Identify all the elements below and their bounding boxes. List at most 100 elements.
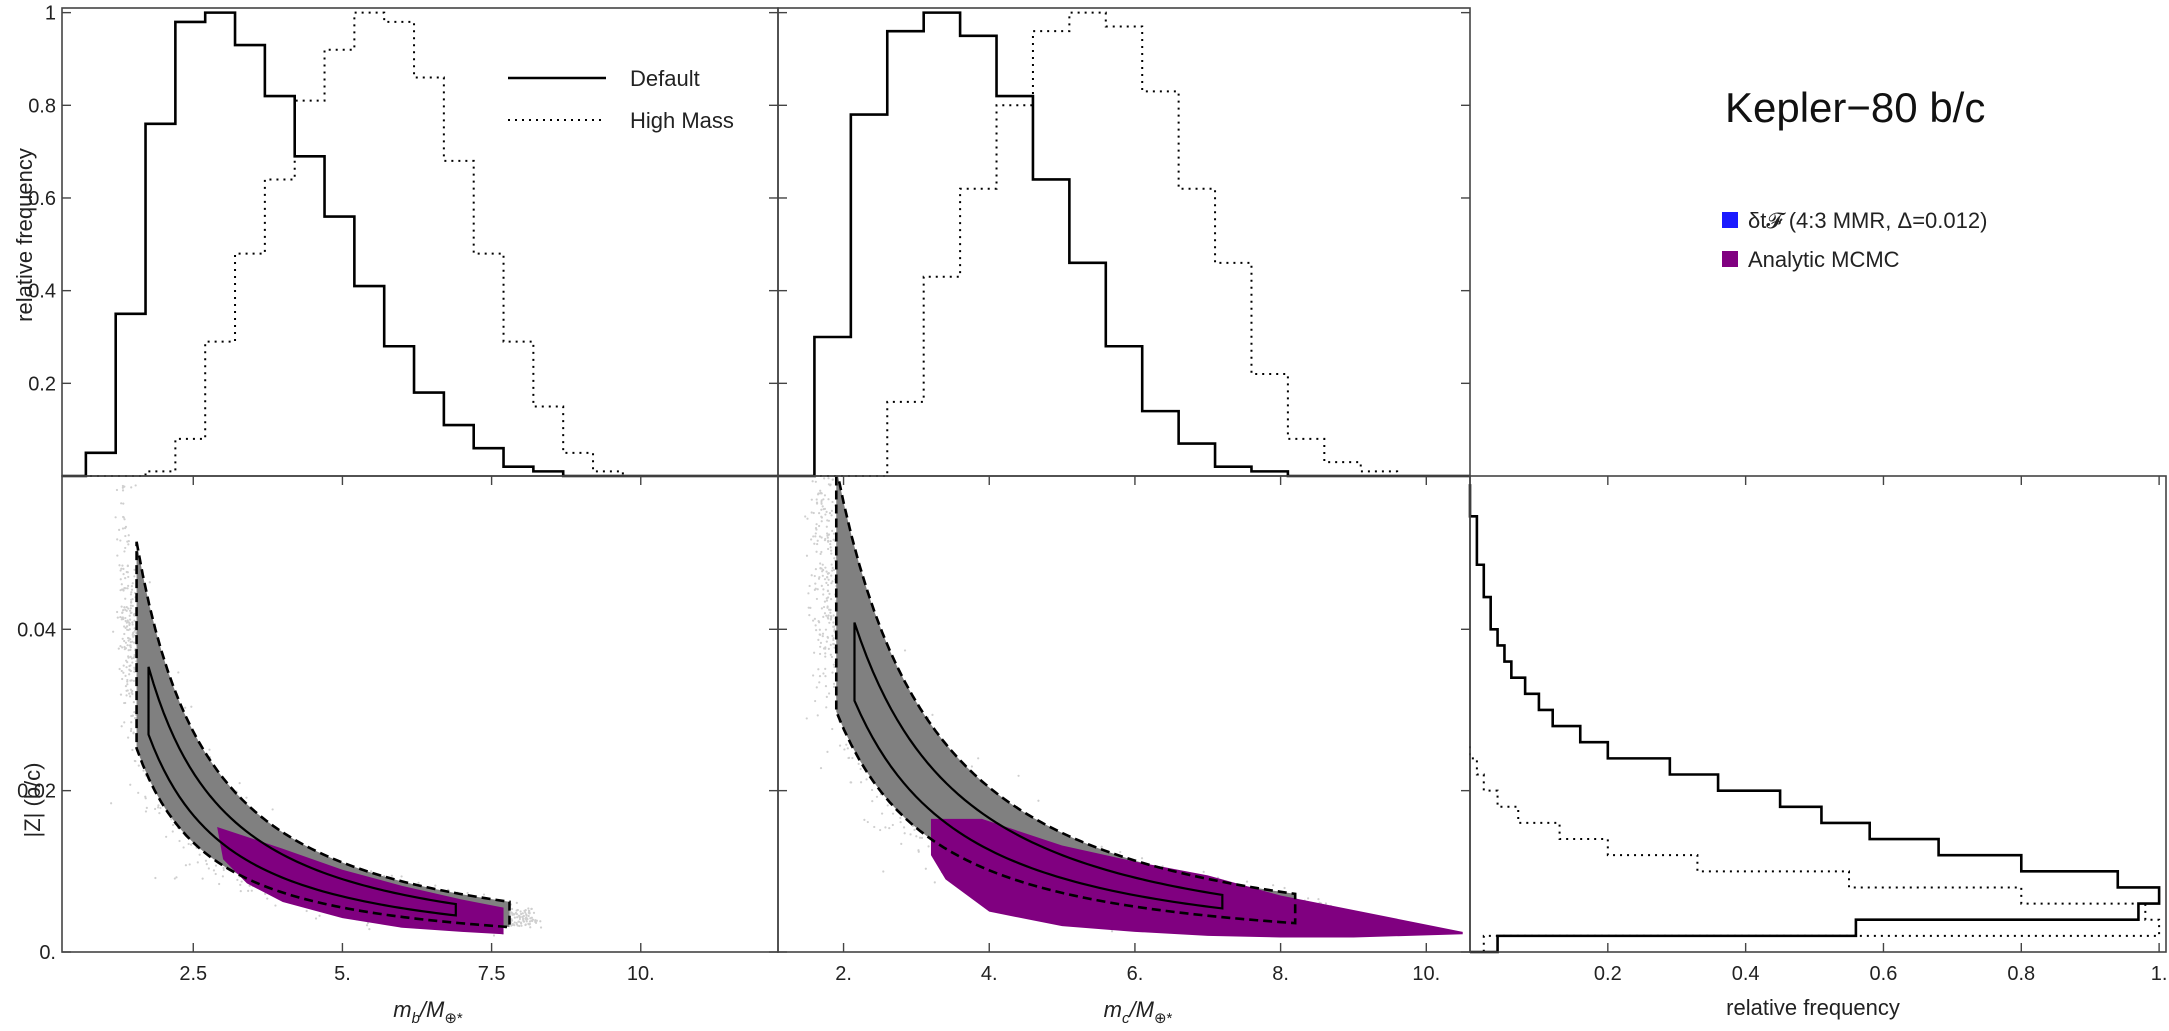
scatter_mc-scatter-point (828, 621, 831, 624)
scatter_mb-scatter-point (132, 641, 136, 644)
scatter_mb-scatter-point (127, 637, 130, 640)
scatter_mc-scatter-point (924, 867, 927, 870)
scatter_mb-scatter-point (123, 648, 126, 651)
scatter_mb-scatter-point (525, 916, 528, 919)
corner-legend: δt𝓕 (4:3 MMR, Δ=0.012) Analytic MCMC (1722, 208, 1987, 272)
scatter_mc-scatter-point (814, 480, 817, 483)
scatter_mb-scatter-point (190, 705, 193, 708)
scatter_mb-scatter-point (130, 611, 133, 614)
scatter_mb-scatter-point (118, 667, 121, 671)
scatter_mc-scatter-point (827, 477, 830, 480)
scatter_mc-scatter-point (814, 535, 817, 538)
scatter_mb-scatter-point (214, 872, 217, 876)
scatter_mb-scatter-point (245, 796, 248, 799)
scatter_mb-scatter-point (118, 564, 121, 567)
scatter_mb-scatter-point (116, 616, 119, 619)
scatter_mc-scatter-point (863, 818, 866, 821)
scatter_mc-scatter-point (823, 539, 827, 542)
scatter_mc-scatter-point (833, 643, 836, 646)
scatter_mc-scatter-point (846, 747, 849, 750)
scatter_mb-scatter-point (119, 615, 122, 619)
scatter_mc-scatter-point (813, 617, 817, 620)
scatter_mc-scatter-point (824, 566, 827, 569)
scatter_mb-scatter-point (124, 577, 127, 580)
scatter_mc-scatter-point (818, 681, 821, 684)
scatter_mc-plot-area (804, 476, 1463, 938)
scatter_mc-scatter-point (1100, 845, 1103, 848)
scatter_mb-scatter-point (131, 632, 135, 635)
scatter_mb-scatter-point (369, 870, 373, 873)
scatter_mc-scatter-point (814, 624, 817, 627)
scatter_mc-scatter-point (815, 550, 818, 553)
scatter_mc-scatter-point (807, 592, 810, 595)
scatter_mc-scatter-point (873, 825, 876, 829)
scatter_mc-scatter-point (832, 637, 835, 640)
scatter_mc-scatter-point (827, 617, 830, 620)
scatter_mc-scatter-point (827, 647, 830, 650)
scatter_mb-scatter-point (212, 869, 216, 872)
scatter_mb-scatter-point (114, 516, 117, 519)
legend-delta-t-label: δt𝓕 (4:3 MMR, Δ=0.012) (1748, 208, 1987, 233)
scatter_mc-scatter-point (818, 511, 821, 515)
scatter_mb-scatter-point (131, 623, 134, 626)
scatter_mb-scatter-point (129, 646, 132, 649)
scatter_mc-scatter-point (831, 500, 834, 504)
scatter_mc-scatter-point (819, 641, 823, 644)
scatter_mb-scatter-point (127, 534, 130, 537)
scatter_mb-scatter-point (178, 839, 181, 843)
legend-analytic-label: Analytic MCMC (1748, 247, 1900, 272)
scatter_mb-scatter-point (130, 721, 133, 724)
scatter_mc-scatter-point (977, 757, 980, 760)
scatter_mb-scatter-point (131, 621, 134, 624)
scatter_mb-scatter-point (129, 655, 132, 658)
scatter_mb-scatter-point (417, 881, 420, 884)
hist_mc-series-default-step (778, 11, 1470, 478)
scatter_mc-scatter-point (825, 525, 828, 528)
scatter_mb-scatter-point (122, 589, 125, 592)
scatter_mb-scatter-point (128, 695, 132, 698)
scatter_mc-scatter-point (886, 804, 889, 807)
scatter_mc-scatter-point (828, 608, 831, 611)
scatter_mb-scatter-point (129, 604, 133, 607)
scatter_mc-scatter-point (882, 870, 885, 873)
figure-title: Kepler−80 b/c (1725, 84, 1985, 131)
scatter_mb-scatter-point (125, 606, 128, 609)
scatter_mc-scatter-point (815, 523, 818, 526)
scatter_mb-scatter-point (129, 688, 132, 691)
scatter_mc-scatter-point (808, 614, 811, 617)
scatter_mb-scatter-point (127, 649, 130, 652)
scatter_mb-scatter-point (116, 538, 119, 541)
scatter_mb-scatter-point (122, 567, 125, 570)
scatter_mc-scatter-point (816, 714, 819, 717)
scatter_mb-scatter-point (214, 864, 218, 867)
xlabel-mb-rest: /M (418, 997, 445, 1022)
scatter_mb-scatter-point (158, 811, 161, 815)
scatter_mb-scatter-point (126, 587, 129, 590)
scatter_mc-scatter-point (833, 628, 836, 631)
scatter_mb-scatter-point (126, 628, 129, 631)
scatter_mb-scatter-point (121, 564, 124, 567)
scatter_mc-scatter-point (822, 593, 825, 596)
scatter_mb-scatter-point (133, 575, 136, 578)
scatter_mc-scatter-point (825, 706, 828, 709)
scatter_mb-scatter-point (366, 921, 370, 925)
scatter_mc-scatter-point (850, 781, 853, 784)
scatter_mb-scatter-point (198, 853, 201, 856)
scatter_mb-scatter-point (530, 907, 533, 910)
scatter_mb-scatter-point (368, 928, 371, 931)
scatter_mc-scatter-point (830, 509, 834, 513)
scatter_mb-scatter-point (518, 915, 521, 919)
scatter_mc-scatter-point (827, 539, 830, 542)
scatter_mb-scatter-point (130, 598, 133, 601)
scatter_mb-scatter-point (170, 818, 173, 821)
scatter_mb-scatter-point (130, 486, 133, 489)
scatter_mb-scatter-point (264, 892, 267, 895)
scatter_mc-scatter-point (820, 508, 823, 511)
scatter_mb-scatter-point (119, 589, 122, 592)
scatter_mc-scatter-point (1272, 884, 1275, 887)
scatter_mc-scatter-point (821, 563, 824, 566)
scatter_mc-scatter-point (814, 532, 817, 535)
scatter_mc-scatter-point (827, 519, 831, 522)
scatter_mc-scatter-point (880, 812, 884, 815)
scatter_mb-scatter-point (205, 863, 208, 866)
